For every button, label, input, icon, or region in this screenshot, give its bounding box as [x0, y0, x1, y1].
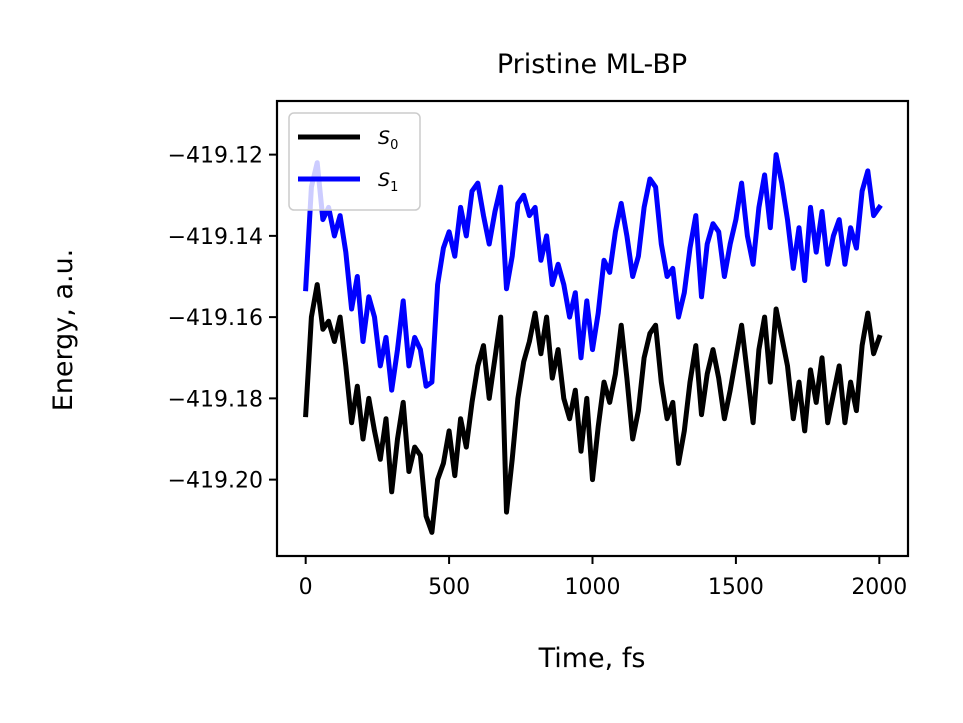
x-tick-label: 0 — [299, 575, 313, 600]
y-axis-ticks: −419.20 −419.18 −419.16 −419.14 −419.12 — [168, 144, 277, 494]
y-tick-label: −419.12 — [168, 144, 263, 169]
y-tick-label: −419.18 — [168, 387, 263, 412]
x-tick-label: 1000 — [565, 575, 621, 600]
x-axis-label: Time, fs — [538, 643, 646, 674]
y-axis-label: Energy, a.u. — [48, 249, 79, 412]
x-tick-label: 500 — [428, 575, 470, 600]
series-line-s0 — [303, 282, 883, 535]
y-tick-label: −419.14 — [168, 225, 263, 250]
x-axis-ticks: 0 500 1000 1500 2000 — [299, 556, 907, 600]
series-line-s1 — [303, 152, 883, 393]
x-tick-label: 2000 — [851, 575, 907, 600]
y-tick-label: −419.20 — [168, 469, 263, 494]
legend-box — [288, 112, 421, 211]
plot-lines — [303, 152, 883, 535]
chart-title: Pristine ML-BP — [497, 49, 687, 80]
y-tick-label: −419.16 — [168, 306, 263, 331]
x-tick-label: 1500 — [708, 575, 764, 600]
